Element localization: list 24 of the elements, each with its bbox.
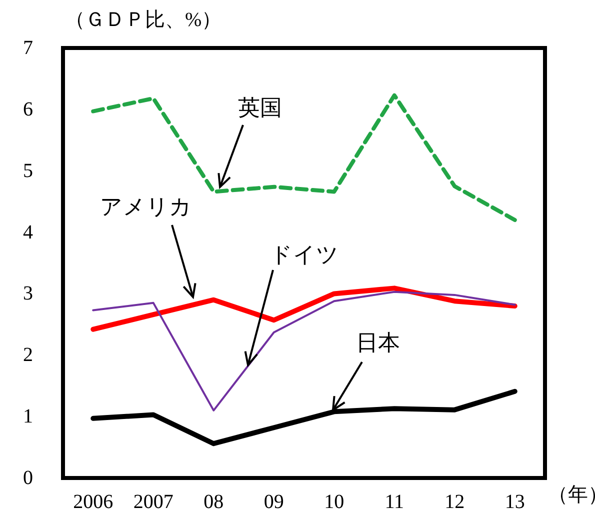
line-series bbox=[91, 93, 517, 222]
y-tick-label: 3 bbox=[23, 282, 33, 305]
y-tick-label: 6 bbox=[23, 98, 33, 120]
x-tick-label: 2006 bbox=[73, 491, 114, 513]
text: 日本 bbox=[356, 330, 400, 355]
x-tick-label: 12 bbox=[444, 491, 465, 513]
x-tick-label: 10 bbox=[324, 491, 344, 513]
line-series bbox=[92, 290, 516, 412]
text: 英国 bbox=[238, 95, 282, 120]
y-tick-label: 4 bbox=[23, 221, 33, 244]
x-tick-label: 11 bbox=[384, 491, 404, 513]
y-tick-label: 7 bbox=[23, 37, 33, 59]
x-axis-title: （年） bbox=[548, 484, 595, 506]
y-tick-label: 0 bbox=[23, 467, 33, 489]
y-tick-label: 5 bbox=[23, 160, 33, 182]
x-tick-label: 09 bbox=[264, 491, 284, 513]
series-label: ドイツ bbox=[270, 242, 339, 267]
y-axis-title: （ＧＤＰ比、%） bbox=[65, 9, 222, 31]
text: アメリカ bbox=[100, 194, 192, 219]
x-tick-label: 08 bbox=[204, 491, 224, 513]
y-tick-label: 2 bbox=[23, 344, 33, 366]
x-tick-label: 2007 bbox=[133, 491, 174, 513]
y-tick-label: 1 bbox=[23, 406, 33, 428]
x-tick-label: 13 bbox=[504, 491, 525, 513]
